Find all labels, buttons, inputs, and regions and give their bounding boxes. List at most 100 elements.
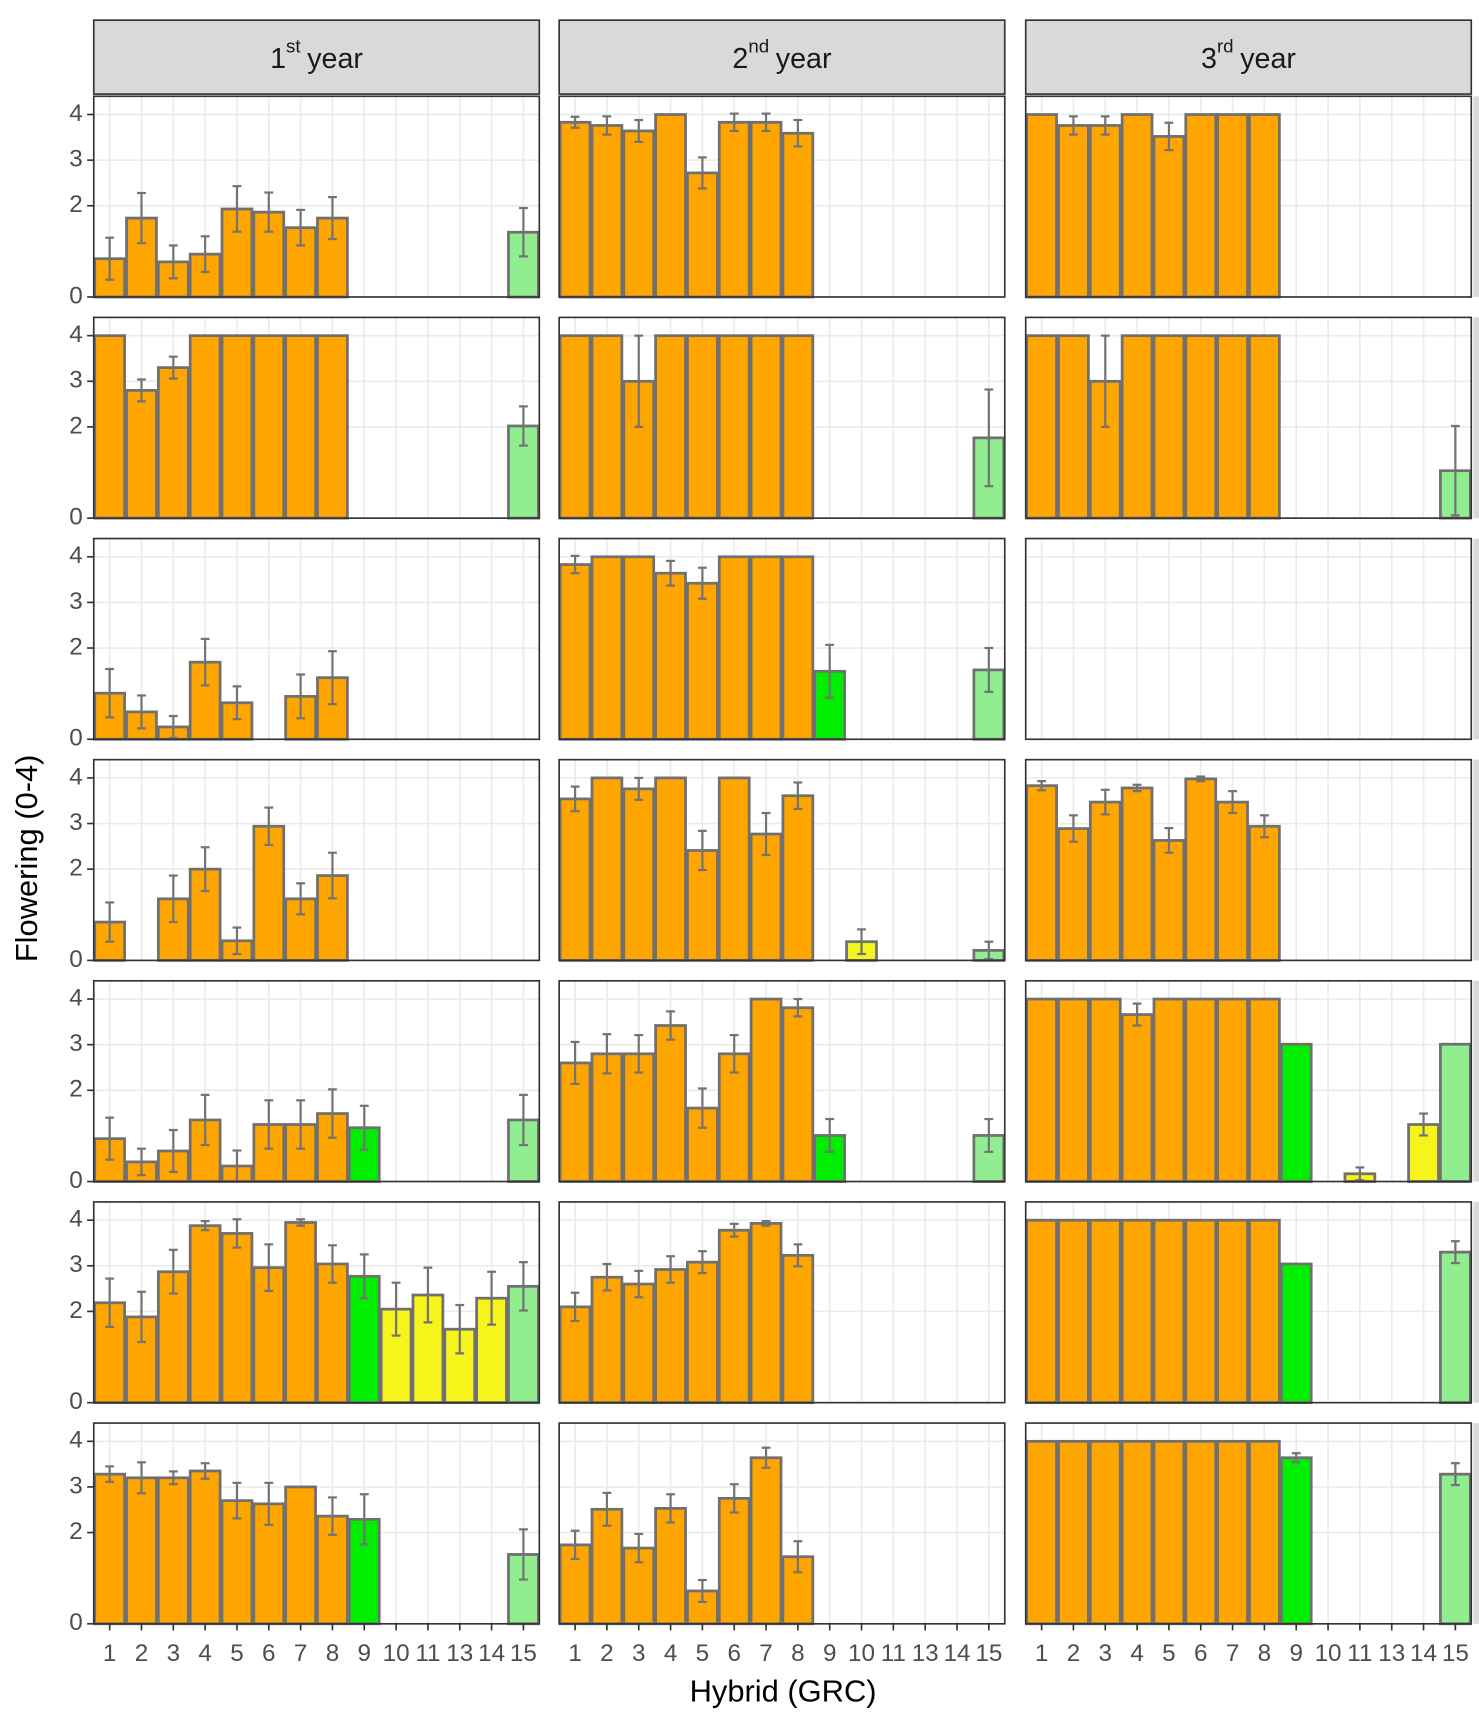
bar — [252, 334, 286, 520]
error-bar — [697, 156, 707, 190]
error-bar — [200, 1219, 210, 1232]
bar — [125, 1476, 158, 1626]
error-bar — [328, 1244, 337, 1284]
bar — [1216, 334, 1249, 520]
error-bar — [729, 1033, 739, 1074]
error-bar — [168, 244, 178, 280]
error-bar — [570, 1040, 580, 1086]
bar — [316, 1262, 349, 1405]
error-bar — [391, 1281, 401, 1337]
error-bar — [793, 1540, 803, 1574]
bar — [1152, 135, 1186, 299]
bar — [1025, 784, 1058, 962]
error-bar — [1100, 115, 1110, 136]
error-bar — [328, 650, 337, 706]
bar — [93, 1472, 126, 1626]
bar — [93, 334, 126, 520]
x-tick-label: 13 — [1378, 1640, 1405, 1667]
bar — [686, 1260, 719, 1405]
x-tick-label: 11 — [881, 1640, 906, 1667]
strip-word: year — [307, 42, 363, 74]
bar — [220, 334, 254, 520]
error-bar — [793, 1243, 803, 1268]
x-tick-label: 10 — [848, 1640, 875, 1667]
strip-number: 3 — [1201, 42, 1217, 74]
error-bar — [570, 1291, 580, 1323]
bar — [781, 334, 815, 520]
error-bar — [570, 115, 580, 129]
x-tick-label: 15 — [510, 1640, 537, 1667]
bar — [717, 776, 751, 962]
y-axis-label: Flowering (0-4) — [9, 755, 44, 963]
error-bar — [602, 1491, 612, 1527]
x-tick-label: 1 — [1035, 1640, 1049, 1667]
bar — [590, 555, 624, 741]
bar — [1120, 113, 1154, 299]
error-bar — [1196, 775, 1206, 783]
error-bar — [105, 1465, 115, 1484]
bar — [1216, 1218, 1249, 1405]
error-bar — [200, 1093, 210, 1147]
error-bar — [1164, 121, 1174, 152]
error-bar — [1132, 783, 1142, 793]
error-bar — [105, 901, 115, 943]
bar — [284, 1485, 317, 1626]
error-bar — [232, 185, 242, 233]
facet-strip-label: 2nd year — [732, 36, 832, 75]
x-tick-label: 10 — [383, 1640, 410, 1667]
error-bar — [729, 1483, 739, 1514]
y-tick-label: 2 — [69, 633, 83, 660]
error-bar — [793, 118, 803, 148]
bar — [590, 1275, 624, 1405]
strip-suffix: rd — [1217, 36, 1234, 57]
error-bar — [137, 694, 146, 730]
error-bar — [359, 1253, 369, 1300]
y-tick-label: 0 — [69, 282, 83, 309]
error-bar — [137, 1290, 146, 1344]
y-tick-label: 3 — [69, 1472, 83, 1499]
strip-suffix: nd — [748, 36, 769, 57]
bar — [781, 131, 815, 299]
x-tick-label: 8 — [791, 1640, 805, 1667]
bar — [1152, 334, 1186, 520]
bar — [316, 334, 349, 520]
x-tick-label: 6 — [727, 1640, 741, 1667]
bar — [749, 555, 783, 741]
x-tick-label: 11 — [415, 1640, 440, 1667]
bar — [654, 571, 687, 741]
x-tick-label: 5 — [230, 1640, 244, 1667]
error-bar — [697, 566, 707, 600]
strip-number: 2 — [732, 42, 748, 74]
bar — [1248, 334, 1281, 520]
error-bar — [328, 195, 337, 241]
x-tick-label: 13 — [446, 1640, 473, 1667]
right-strip — [1473, 759, 1479, 961]
x-tick-label: 5 — [1162, 1640, 1176, 1667]
x-tick-label: 10 — [1315, 1640, 1342, 1667]
bar — [749, 997, 783, 1183]
bar — [1025, 1218, 1058, 1405]
bar — [1025, 113, 1058, 299]
error-bar — [602, 1262, 612, 1292]
bar — [1088, 997, 1122, 1183]
bar — [558, 563, 592, 741]
error-bar — [666, 1255, 675, 1284]
bar — [781, 1006, 815, 1183]
error-bar — [264, 806, 274, 847]
bar — [686, 581, 719, 741]
error-bar — [105, 1277, 115, 1329]
error-bar — [518, 206, 528, 258]
y-tick-label: 0 — [69, 1609, 83, 1636]
facet-strip-label: 1st year — [270, 36, 363, 75]
error-bar — [296, 882, 306, 916]
error-bar — [1355, 1166, 1365, 1182]
bar — [813, 1134, 847, 1183]
error-bar — [264, 191, 274, 233]
error-bar — [984, 388, 994, 488]
error-bar — [857, 928, 866, 956]
error-bar — [1450, 424, 1460, 517]
error-bar — [984, 646, 994, 693]
right-strip — [1473, 980, 1479, 1182]
bar — [781, 794, 815, 962]
panel-border — [92, 979, 541, 1183]
